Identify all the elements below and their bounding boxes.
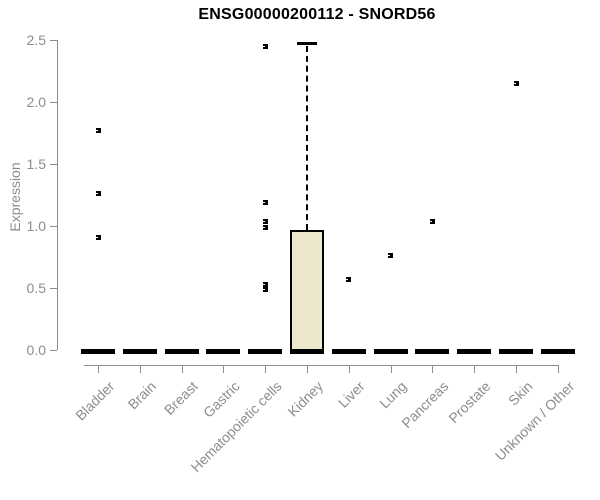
outlier-point xyxy=(96,128,101,133)
x-tick xyxy=(349,365,350,373)
median-bar-kidney xyxy=(290,349,324,354)
median-bar-brain xyxy=(122,349,157,354)
y-tick-label: 2.0 xyxy=(26,94,46,110)
median-bar-pancreas xyxy=(415,349,450,354)
y-tick xyxy=(50,40,57,41)
x-tick xyxy=(432,365,433,373)
x-tick xyxy=(98,365,99,373)
box-kidney xyxy=(290,230,324,353)
outlier-point xyxy=(96,191,101,196)
outlier-point xyxy=(514,81,519,86)
x-tick xyxy=(182,365,183,373)
outlier-point xyxy=(263,219,268,224)
y-tick-label: 0.0 xyxy=(26,342,46,358)
median-bar-bladder xyxy=(81,349,115,354)
x-tick-label-unknown-other: Unknown / Other xyxy=(491,378,578,464)
x-tick-label-bladder: Bladder xyxy=(71,378,118,424)
x-tick xyxy=(307,365,308,373)
y-tick-label: 0.5 xyxy=(26,280,46,296)
x-tick-label-kidney: Kidney xyxy=(284,378,327,420)
median-bar-prostate xyxy=(457,349,492,354)
median-bar-lung xyxy=(373,349,408,354)
outlier-point xyxy=(263,200,268,205)
outlier-point xyxy=(96,235,101,240)
median-bar-liver xyxy=(331,349,366,354)
x-tick-label-prostate: Prostate xyxy=(445,378,494,427)
whisker-cap-kidney xyxy=(297,42,317,45)
y-tick xyxy=(50,288,57,289)
x-tick-label-breast: Breast xyxy=(160,378,201,418)
outlier-point xyxy=(388,253,393,258)
x-tick xyxy=(558,365,559,373)
x-tick-label-lung: Lung xyxy=(376,378,410,412)
whisker-kidney xyxy=(306,46,308,230)
y-tick xyxy=(50,226,57,227)
y-tick xyxy=(50,164,57,165)
y-tick-label: 2.5 xyxy=(26,32,46,48)
x-tick xyxy=(140,365,141,373)
outlier-point xyxy=(346,277,351,282)
y-tick-label: 1.5 xyxy=(26,156,46,172)
chart-title: ENSG00000200112 - SNORD56 xyxy=(198,6,436,23)
outlier-point xyxy=(430,219,435,224)
x-axis-line xyxy=(84,365,559,366)
y-tick xyxy=(50,350,57,351)
x-tick xyxy=(265,365,266,373)
outlier-point xyxy=(263,287,268,292)
x-tick-label-skin: Skin xyxy=(504,378,536,409)
y-tick-label: 1.0 xyxy=(26,218,46,234)
outlier-point xyxy=(263,44,268,49)
x-tick xyxy=(516,365,517,373)
y-tick xyxy=(50,102,57,103)
median-bar-breast xyxy=(164,349,199,354)
y-axis-line xyxy=(57,40,58,350)
x-tick-label-liver: Liver xyxy=(335,378,369,411)
x-tick-label-brain: Brain xyxy=(124,378,160,413)
x-tick xyxy=(223,365,224,373)
outlier-point xyxy=(263,225,268,230)
x-tick xyxy=(474,365,475,373)
median-bar-hematopoietic-cells xyxy=(248,349,283,354)
outlier-point xyxy=(263,282,268,287)
median-bar-unknown-other xyxy=(540,349,575,354)
median-bar-skin xyxy=(499,349,533,354)
median-bar-gastric xyxy=(206,349,241,354)
x-tick xyxy=(391,365,392,373)
